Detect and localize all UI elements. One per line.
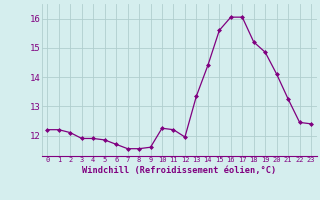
X-axis label: Windchill (Refroidissement éolien,°C): Windchill (Refroidissement éolien,°C) <box>82 166 276 175</box>
